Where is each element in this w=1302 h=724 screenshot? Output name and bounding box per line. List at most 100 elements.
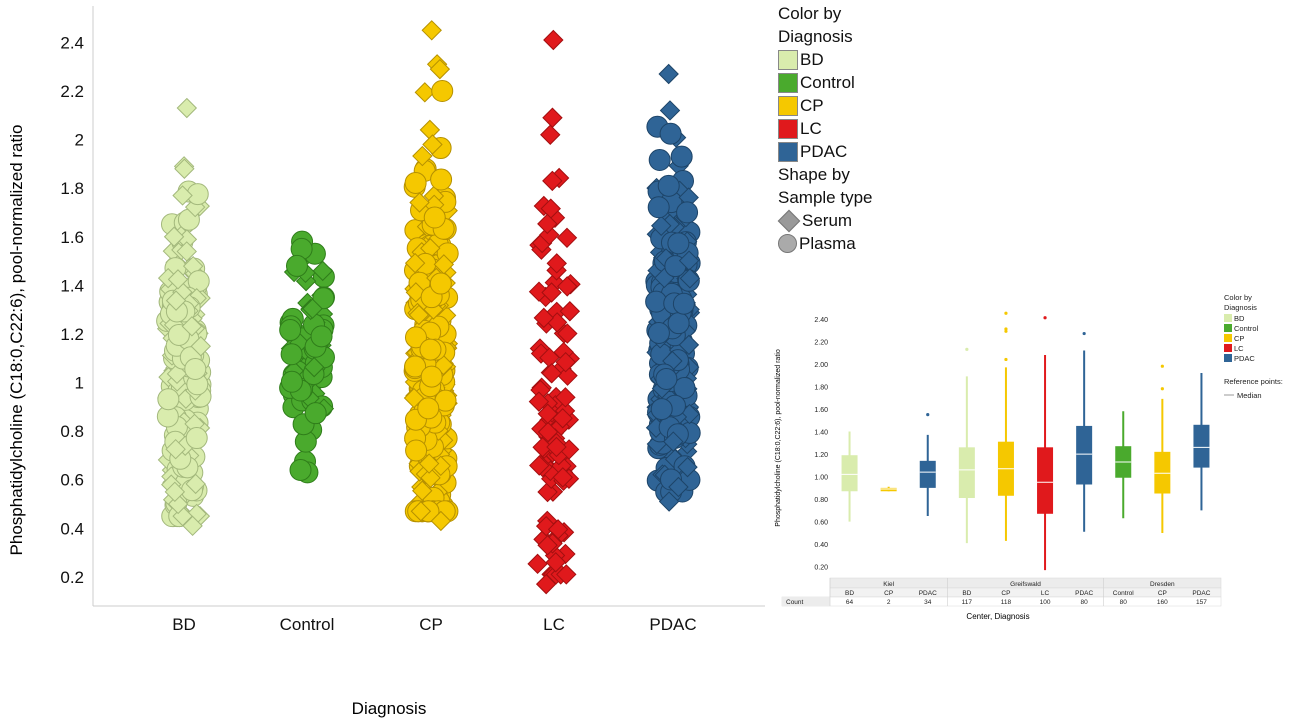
data-point (679, 268, 701, 289)
data-point (541, 282, 562, 303)
x-tick-pdac: PDAC (649, 615, 696, 634)
inset-y-tick-0.40: 0.40 (814, 542, 828, 549)
data-point (529, 455, 550, 476)
data-point (667, 232, 690, 255)
data-point (404, 252, 426, 274)
inset-y-tick-1.60: 1.60 (814, 407, 828, 414)
data-point (663, 431, 684, 452)
box-outlier (926, 413, 930, 417)
y-tick-0.4: 0.4 (60, 519, 84, 538)
data-point (404, 326, 427, 349)
data-point (657, 174, 680, 197)
legend-item-bd: BD (778, 48, 1018, 71)
inset-legend-lc: LC (1234, 344, 1244, 353)
box-plot-inset: 0.20 0.40 0.60 0.80 1.00 1.20 1.40 1.60 1.80 2.00… (775, 293, 1283, 621)
data-point (658, 63, 679, 85)
strip-chart: 0.2 0.4 0.6 0.8 1 1.2 1.4 1.6 1.8 2 2.2 2.4 BD Contr… (7, 6, 765, 718)
legend-item-cp: CP (778, 94, 1018, 117)
data-point (532, 437, 553, 458)
data-point (556, 227, 578, 249)
box-outlier (1004, 311, 1008, 315)
box-body (1037, 447, 1054, 514)
table-diagnosis-cell: PDAC (1075, 590, 1093, 597)
data-point (279, 319, 302, 342)
data-point (157, 388, 180, 411)
box-kiel-pdac (919, 413, 936, 517)
legend-label: LC (800, 119, 822, 138)
box-outlier (1004, 329, 1008, 333)
data-point (552, 467, 574, 488)
box-outlier (1043, 316, 1047, 320)
data-point (172, 185, 193, 206)
data-point (527, 553, 548, 575)
data-point (557, 276, 578, 297)
data-point (412, 145, 433, 167)
legend-color-title-line2: Diagnosis (778, 27, 853, 46)
legend-item-lc: LC (778, 117, 1018, 140)
data-point (650, 398, 673, 421)
data-point (280, 370, 303, 393)
table-count-cell: 80 (1120, 599, 1128, 606)
data-point (659, 122, 682, 145)
data-point (176, 241, 197, 262)
legend-serum-label: Serum (802, 211, 853, 230)
inset-legend-cp: CP (1234, 334, 1244, 343)
data-point (676, 201, 699, 224)
legend: Color by Diagnosis BD Control CP LC PDAC Sha… (777, 2, 1018, 255)
box-body (841, 455, 858, 492)
legend-swatch (778, 118, 798, 139)
data-point (422, 134, 443, 155)
table-center-dresden: Dresden (1150, 581, 1175, 588)
data-point (670, 145, 693, 168)
inset-legend-title-line2: Diagnosis (1224, 303, 1257, 312)
data-point (535, 573, 557, 595)
data-point (555, 351, 576, 373)
box-body (919, 460, 936, 488)
data-point (164, 481, 186, 503)
legend-label: BD (800, 50, 824, 69)
data-point (405, 282, 427, 303)
legend-plasma-label: Plasma (799, 234, 856, 253)
series-bd (156, 97, 212, 537)
data-point (559, 301, 581, 322)
data-point (412, 480, 433, 501)
inset-y-tick-0.20: 0.20 (814, 565, 828, 572)
data-point (423, 206, 446, 229)
data-point (167, 323, 190, 346)
table-count-cell: 2 (887, 599, 891, 606)
data-point (429, 272, 452, 295)
data-point (672, 292, 695, 315)
inset-legend-title-line1: Color by (1224, 293, 1252, 302)
data-point (181, 316, 203, 337)
y-tick-0.6: 0.6 (60, 471, 84, 490)
table-diagnosis-cell: CP (1001, 590, 1010, 597)
inset-y-tick-1.40: 1.40 (814, 430, 828, 437)
y-tick-1.2: 1.2 (60, 325, 84, 344)
y-tick-1.4: 1.4 (60, 276, 84, 295)
data-point (659, 100, 681, 121)
data-point (545, 552, 566, 573)
y-tick-2.4: 2.4 (60, 33, 84, 52)
data-point (658, 491, 680, 512)
inset-count-table: Count Kiel BD 64 CP 2 PDAC 34 Greifswald BD 117 CP 1… (781, 577, 1222, 607)
legend-shape-title-line2: Sample type (778, 188, 873, 207)
data-point (421, 20, 442, 41)
data-point (418, 453, 440, 474)
table-diagnosis-cell: CP (1158, 590, 1167, 597)
inset-y-tick-0.80: 0.80 (814, 497, 828, 504)
inset-legend-swatch (1224, 334, 1232, 342)
data-point (648, 149, 671, 172)
inset-legend-bd: BD (1234, 314, 1245, 323)
data-point (414, 82, 436, 103)
x-axis-label: Diagnosis (352, 699, 427, 718)
data-point (541, 363, 562, 384)
legend-swatch (778, 72, 798, 93)
data-point (667, 312, 690, 335)
data-point (430, 168, 453, 191)
legend-swatch (778, 141, 798, 162)
inset-y-tick-1.20: 1.20 (814, 452, 828, 459)
x-tick-labels: BD Control CP LC PDAC (172, 615, 696, 634)
data-point (537, 403, 558, 424)
data-point (404, 171, 427, 194)
data-point (182, 515, 203, 537)
